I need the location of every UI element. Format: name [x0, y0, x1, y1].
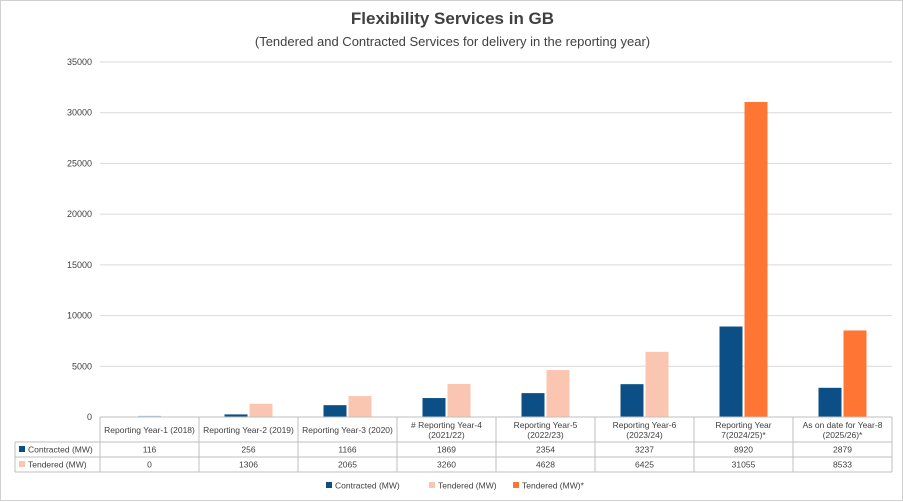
legend-label: Tendered (MW)*	[522, 481, 585, 491]
category-label: Reporting Year-1 (2018)	[104, 425, 195, 435]
bar-tendered	[447, 383, 471, 417]
y-tick-label: 25000	[67, 158, 92, 168]
bar-contracted	[422, 398, 446, 417]
y-tick-label: 10000	[67, 311, 92, 321]
data-label-contracted: 2879	[833, 445, 852, 455]
y-tick-label: 30000	[67, 108, 92, 118]
category-label: (2025/26)*	[823, 430, 863, 440]
category-label: (2021/22)	[428, 430, 465, 440]
data-label-contracted: 116	[143, 445, 157, 455]
y-tick-label: 20000	[67, 209, 92, 219]
bar-tendered	[249, 403, 273, 417]
y-tick-label: 0	[87, 412, 92, 422]
category-label: Reporting Year-2 (2019)	[203, 425, 294, 435]
chart-subtitle: (Tendered and Contracted Services for de…	[254, 34, 651, 49]
category-label: Reporting Year-5	[514, 420, 578, 430]
data-label-contracted: 3237	[635, 445, 654, 455]
data-label-tendered: 1306	[239, 460, 258, 470]
y-tick-label: 15000	[67, 260, 92, 270]
row-key-tendered	[19, 461, 25, 467]
bar-tendered	[645, 351, 669, 417]
bar-tendered	[348, 396, 372, 417]
category-label: (2023/24)	[626, 430, 663, 440]
y-tick-label: 5000	[72, 361, 92, 371]
bar-contracted	[719, 326, 743, 417]
legend-label: Tendered (MW)	[438, 481, 497, 491]
data-label-tendered: 2065	[338, 460, 357, 470]
bar-contracted	[521, 393, 545, 417]
data-label-tendered: 3260	[437, 460, 456, 470]
category-label: 7(2024/25)*	[721, 430, 766, 440]
bar-contracted	[224, 414, 248, 417]
bar-tendered-star	[744, 102, 768, 417]
legend-swatch	[513, 482, 519, 488]
data-label-tendered: 31055	[732, 460, 756, 470]
category-label: Reporting Year-6	[613, 420, 677, 430]
bar-tendered	[546, 370, 570, 417]
y-tick-label: 35000	[67, 57, 92, 67]
category-label: (2022/23)	[527, 430, 564, 440]
bar-contracted	[323, 405, 347, 417]
bar-contracted	[620, 384, 644, 417]
data-label-contracted: 256	[241, 445, 255, 455]
category-label: As on date for Year-8	[803, 420, 883, 430]
bar-contracted	[818, 387, 842, 417]
data-label-contracted: 2354	[536, 445, 555, 455]
category-label: Reporting Year	[715, 420, 771, 430]
data-label-tendered: 8533	[833, 460, 852, 470]
legend-label: Contracted (MW)	[335, 481, 400, 491]
category-label: # Reporting Year-4	[411, 420, 482, 430]
data-label-tendered: 6425	[635, 460, 654, 470]
legend-swatch	[429, 482, 435, 488]
category-label: Reporting Year-3 (2020)	[302, 425, 393, 435]
chart-title: Flexibility Services in GB	[350, 9, 555, 28]
row-header-tendered: Tendered (MW)	[28, 460, 87, 470]
data-label-contracted: 8920	[734, 445, 753, 455]
data-label-contracted: 1869	[437, 445, 456, 455]
data-label-tendered: 0	[147, 460, 152, 470]
data-label-tendered: 4628	[536, 460, 555, 470]
row-key-contracted	[19, 446, 25, 452]
data-label-contracted: 1166	[338, 445, 357, 455]
bar-contracted	[138, 415, 161, 417]
row-header-contracted: Contracted (MW)	[28, 445, 93, 455]
bar-tendered-star	[843, 330, 867, 417]
legend-swatch	[326, 482, 332, 488]
